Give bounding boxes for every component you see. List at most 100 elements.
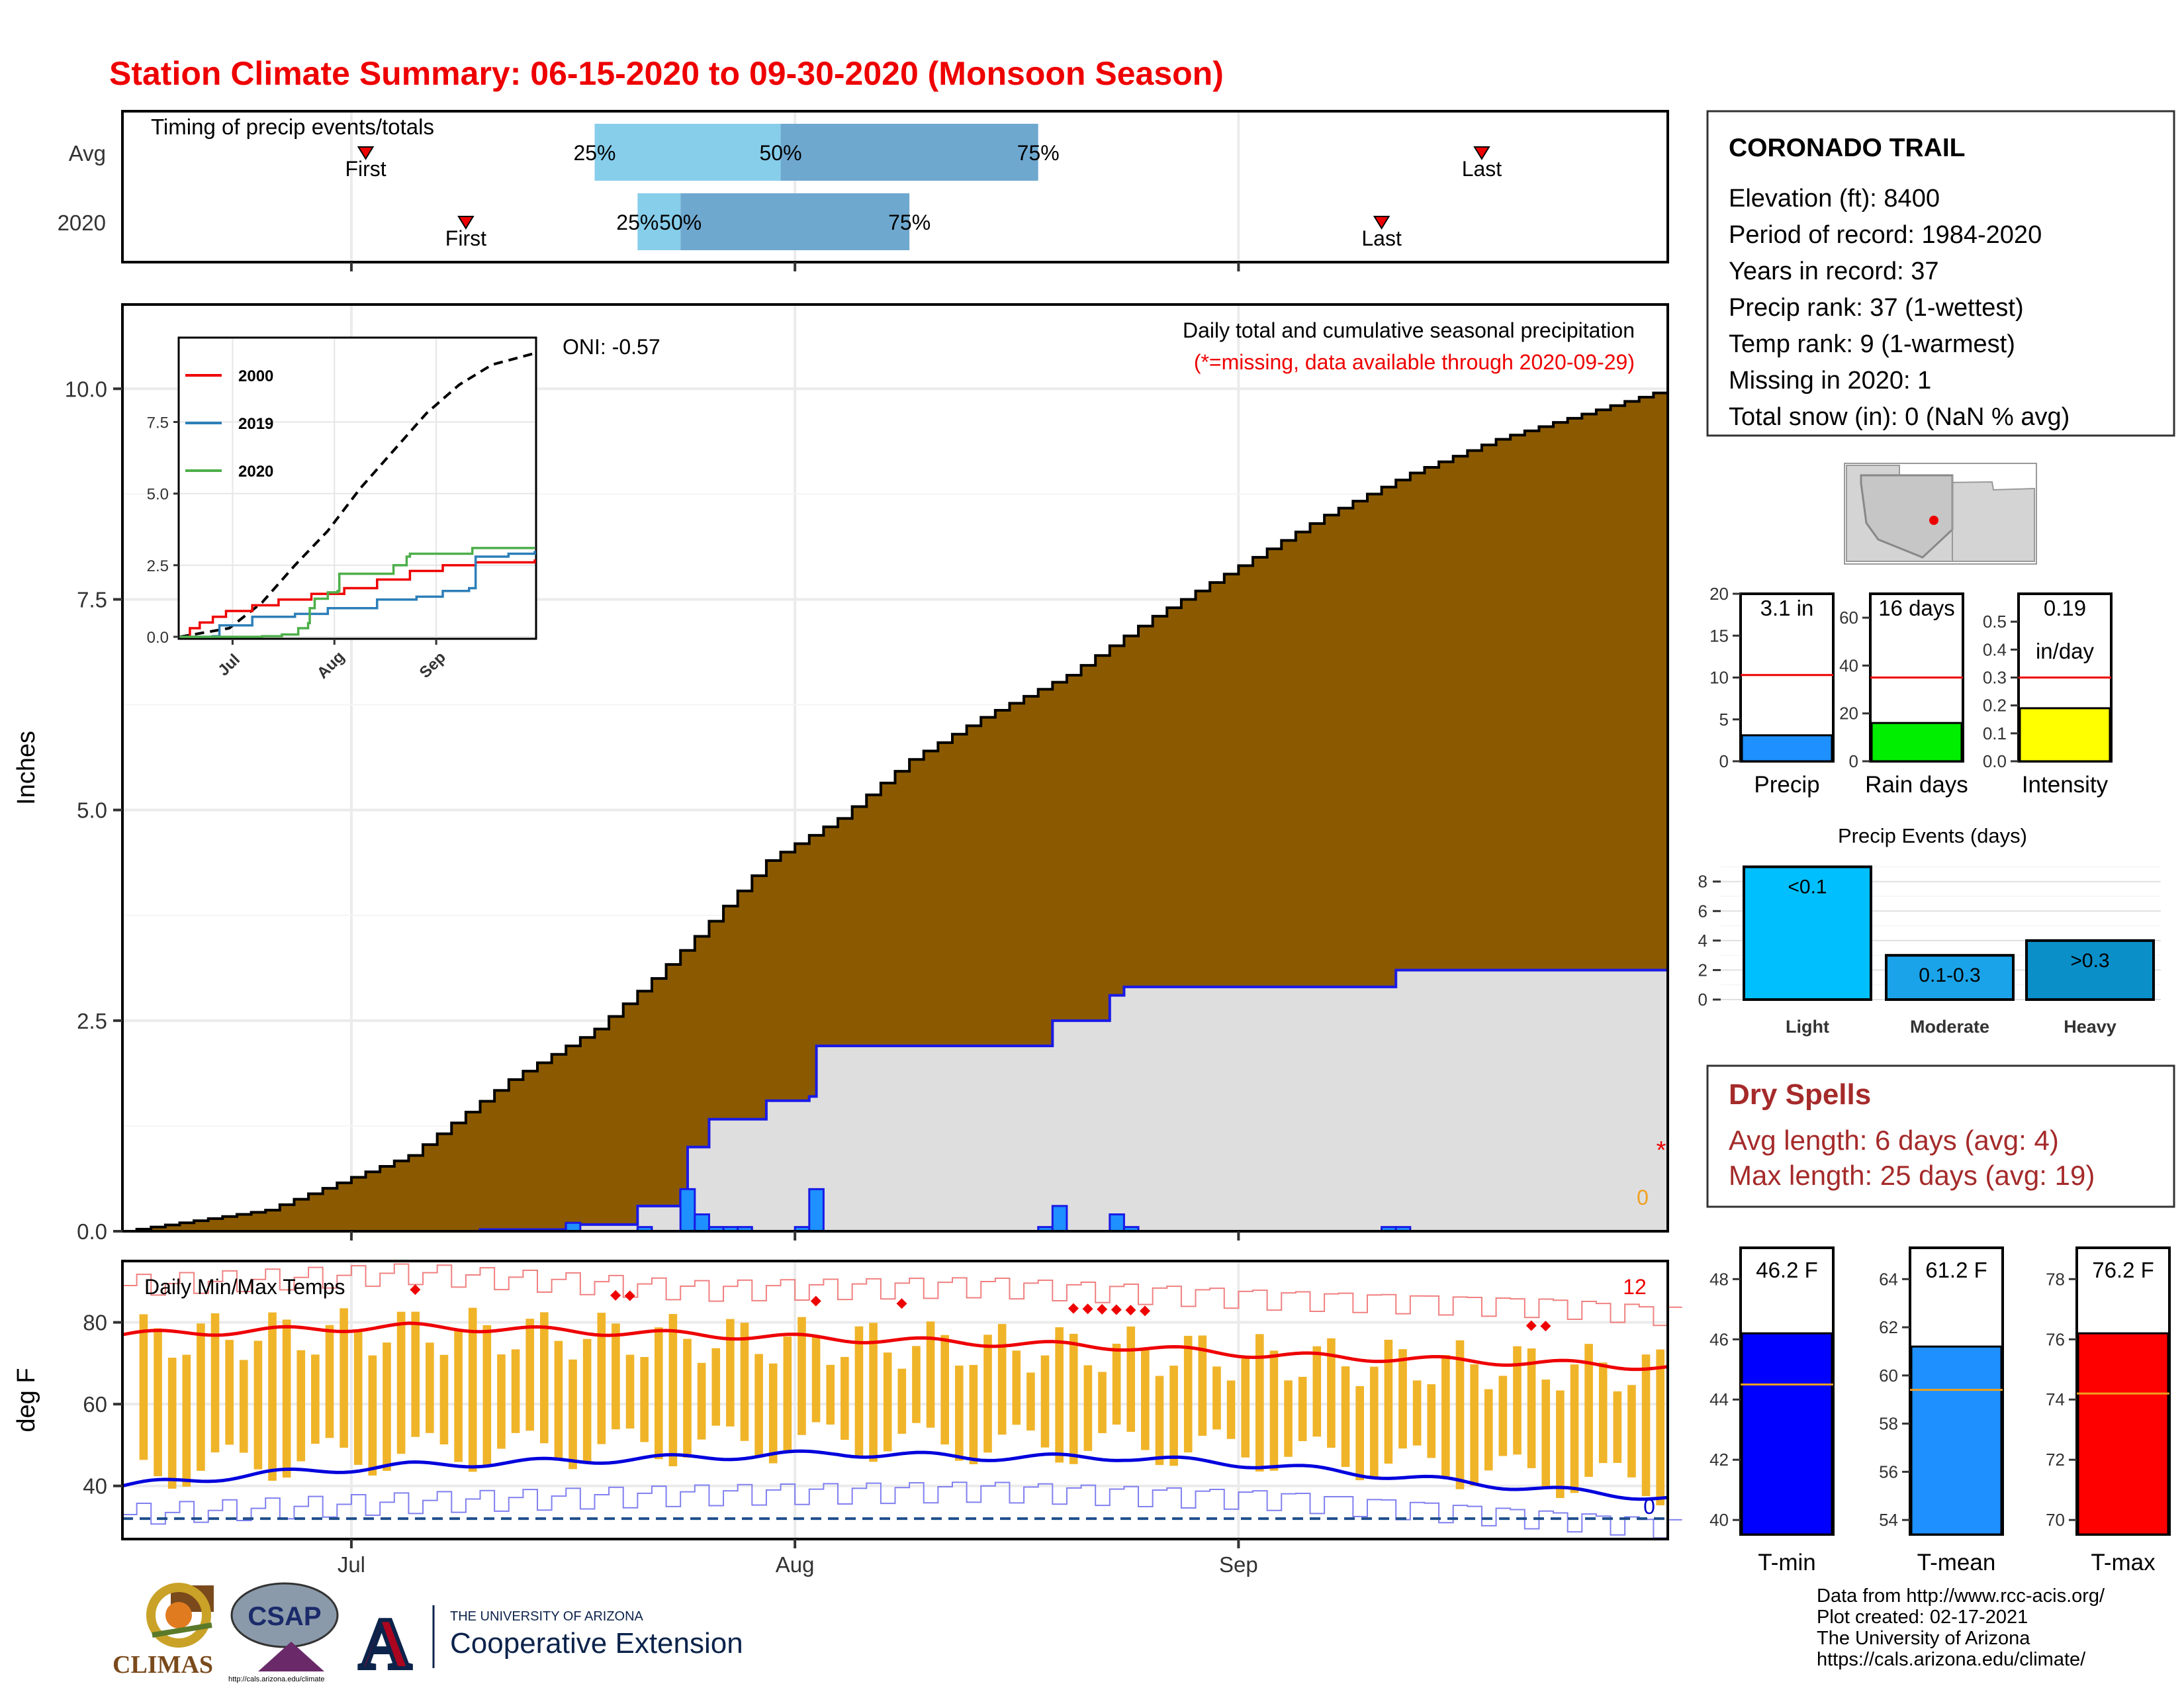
record-high-marker (810, 1295, 821, 1307)
stat-bar-y-tick-label: 0 (1719, 751, 1729, 771)
temp-stat-fill (1741, 1332, 1833, 1536)
timing-percent-label: 25% (573, 141, 615, 165)
stat-bar-y-tick-label: 15 (1709, 626, 1729, 645)
stat-bar-fill (2019, 707, 2111, 763)
daily-temp-range-bar (296, 1350, 306, 1462)
daily-temp-range-bar (353, 1330, 363, 1465)
temp-stat-y-tick-label: 48 (1709, 1269, 1729, 1289)
precip-subtitle: Daily total and cumulative seasonal prec… (1183, 318, 1635, 342)
inset-y-tick-label: 7.5 (147, 414, 169, 432)
events-y-tick-label: 8 (1698, 872, 1707, 892)
daily-temp-range-bar (768, 1363, 778, 1464)
climas-sun-icon (146, 1583, 211, 1648)
daily-temp-range-bar (969, 1364, 978, 1464)
daily-temp-range-bar (1441, 1355, 1450, 1477)
daily-temp-range-bar (926, 1321, 935, 1428)
precip-y-ticks: 0.0 2.5 5.0 7.5 10.0 (65, 377, 1240, 1244)
precip-zero-count: 0 (1637, 1186, 1649, 1209)
record-high-marker (1097, 1303, 1108, 1315)
record-min-line (122, 1481, 1682, 1539)
daily-temp-range-bar (783, 1336, 792, 1454)
event-category-label: Light (1786, 1017, 1829, 1037)
stat-bar-y-tick-label: 10 (1709, 668, 1729, 688)
stat-bar-y-tick-label: 40 (1839, 655, 1858, 675)
temp-y-tick-label: 80 (83, 1311, 107, 1335)
daily-temp-range-bar (1613, 1391, 1622, 1463)
daily-temp-range-bar (1198, 1335, 1207, 1436)
temp-panel-frame (121, 1260, 1669, 1540)
record-high-marker (896, 1298, 907, 1309)
temp-stat-y-tick-label: 72 (2046, 1450, 2065, 1470)
ua-line-2: Cooperative Extension (450, 1627, 743, 1660)
events-y-tick-label: 0 (1698, 990, 1707, 1009)
event-bar (1885, 954, 2015, 1002)
daily-temp-range-bar (1312, 1346, 1322, 1437)
climas-logo-text: CLIMAS (113, 1651, 213, 1679)
daily-temp-range-bar (1384, 1339, 1393, 1464)
csap-url: http://cals.arizona.edu/climate (228, 1675, 325, 1683)
daily-temp-range-bar (1484, 1389, 1493, 1471)
daily-temp-range-bar (883, 1352, 892, 1452)
dry-spells-frame (1706, 1064, 2175, 1208)
credits: Data from http://www.rcc-acis.org/ Plot … (1817, 1585, 2105, 1670)
daily-precip-bar (1051, 1205, 1068, 1233)
csap-cloud-icon (230, 1582, 339, 1648)
daily-temp-range-bar (1269, 1350, 1279, 1471)
temp-y-ticks: 40 60 80 (83, 1311, 122, 1499)
daily-temp-range-bar (1012, 1350, 1021, 1425)
timing-row-label-avg: Avg (69, 141, 106, 165)
temp-stat-y-tick-label: 54 (1879, 1510, 1898, 1530)
timing-percent-label: 50% (659, 211, 702, 234)
stat-bar-y-tick-label: 20 (1839, 704, 1858, 724)
month-label: Jul (338, 1552, 365, 1577)
event-bar (2025, 939, 2155, 1001)
temp-stat-y-tick-label: 46 (1709, 1329, 1729, 1349)
events-y-tick-label: 4 (1698, 931, 1707, 951)
figure-title: Station Climate Summary: 06-15-2020 to 0… (109, 55, 1224, 92)
daily-temp-range-bar (154, 1328, 162, 1477)
timing-bar-q25-q50 (594, 124, 781, 181)
temp-stat-y-tick-label: 42 (1709, 1450, 1729, 1470)
temp-stat-y-tick-label: 40 (1709, 1510, 1729, 1530)
daily-temp-range-bar (239, 1360, 248, 1453)
timing-row-label-2020: 2020 (58, 211, 106, 235)
timing-percent-label: 75% (1017, 141, 1060, 165)
precip-panel-frame (121, 303, 1669, 1233)
daily-temp-range-bar (439, 1354, 449, 1445)
missing-data-note: (*=missing, data available through 2020-… (1194, 350, 1635, 374)
daily-temp-range-bar (554, 1340, 563, 1461)
stat-bar-y-tick-label: 0.3 (1983, 668, 2007, 688)
daily-temp-range-bar (1470, 1364, 1479, 1486)
record-high-marker (624, 1290, 635, 1301)
timing-panel: Timing of precip events/totals Avg 2020 … (58, 110, 1669, 271)
stat-bar-y-tick-label: 60 (1839, 608, 1858, 628)
station-years: Years in record: 37 (1729, 258, 1939, 285)
record-low-count: 0 (1643, 1495, 1655, 1519)
temp-y-tick-label: 60 (83, 1392, 107, 1417)
inset-series-line (180, 559, 536, 638)
inset-y-ticks: 0.0 2.5 5.0 7.5 (147, 414, 179, 647)
daily-temp-range-bar (1398, 1349, 1407, 1449)
daily-temp-range-bar (368, 1355, 377, 1476)
events-bars: <0.1 Light 0.1-0.3 Moderate >0.3 Heavy (1743, 865, 2155, 1037)
season-stat-bars: 3.1 in Precip 0 5 10 15 20 16 days Rain days 0 20 4… (1709, 584, 2113, 798)
record-markers (410, 1284, 1551, 1332)
precip-y-tick-label: 10.0 (65, 377, 107, 401)
inset-legend-label: 2019 (238, 415, 273, 433)
record-high-marker (1525, 1320, 1537, 1331)
daily-temp-range-bar (167, 1358, 177, 1489)
station-elevation: Elevation (ft): 8400 (1729, 185, 1940, 212)
daily-temp-range-bar (1040, 1355, 1050, 1448)
temp-stat-y-tick-label: 56 (1879, 1462, 1898, 1481)
precip-y-label: Inches (13, 731, 40, 805)
temp-stat-y-tick-label: 76 (2046, 1329, 2065, 1349)
station-precip-rank: Precip rank: 37 (1-wettest) (1729, 294, 2024, 322)
daily-temp-range-bar (612, 1323, 620, 1430)
temp-stat-value: 46.2 F (1756, 1258, 1818, 1282)
stat-bar-y-tick-label: 5 (1719, 710, 1729, 729)
timing-triangle-marker (1373, 216, 1390, 230)
record-high-marker (1082, 1303, 1093, 1315)
daily-precip-bar (808, 1188, 825, 1233)
stat-bar-label: Rain days (1865, 772, 1968, 798)
timing-percent-label: 75% (888, 211, 931, 234)
